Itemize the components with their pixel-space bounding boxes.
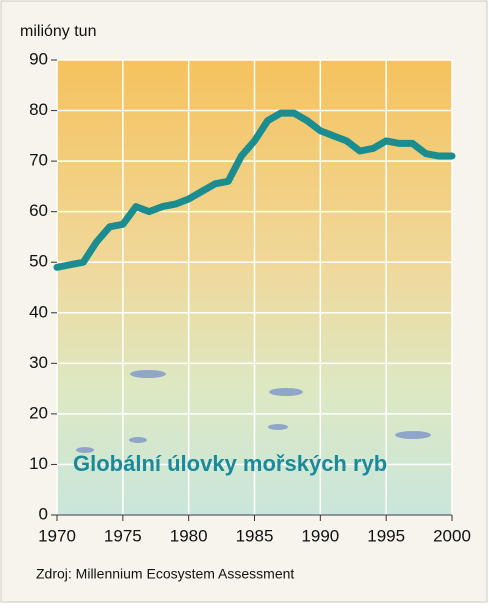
source: Zdroj: Millennium Ecosystem Assessment [36,566,294,582]
y-tick-label: 70 [29,151,48,170]
annotation: Globální úlovky mořských ryb [73,451,387,476]
x-tick-label: 1990 [301,526,339,545]
y-axis-label: milióny tun [20,23,96,40]
decoration [76,370,431,453]
y-tick-label: 20 [29,403,48,422]
y-tick-label: 0 [39,504,48,523]
y-tick-label: 50 [29,252,48,271]
x-tick-label: 1975 [104,526,142,545]
x-tick-label: 1995 [367,526,405,545]
y-tick-label: 10 [29,454,48,473]
x-tick-label: 1980 [170,526,208,545]
y-tick-label: 40 [29,302,48,321]
y-tick-label: 30 [29,353,48,372]
y-tick-label: 60 [29,201,48,220]
x-tick-label: 1985 [236,526,274,545]
x-tick-label: 2000 [433,526,471,545]
data-line [53,109,456,271]
x-tick-label: 1970 [38,526,76,545]
y-tick-label: 90 [29,49,48,68]
y-tick-label: 80 [29,100,48,119]
